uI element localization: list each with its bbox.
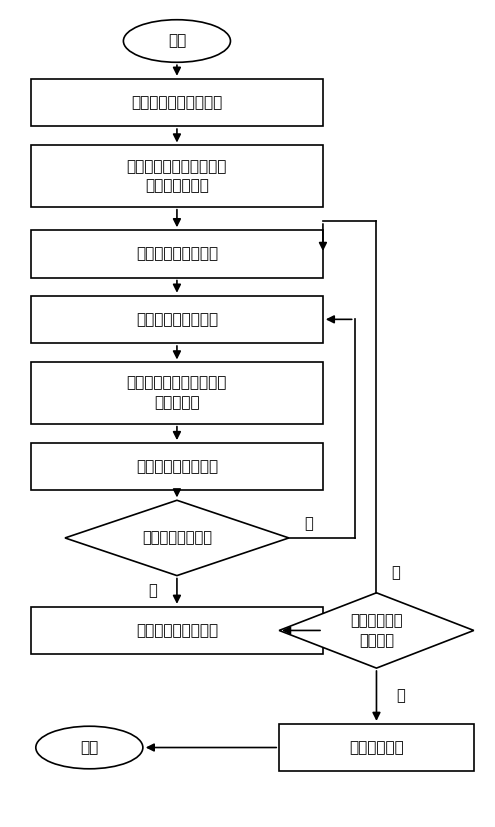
- Text: 输出最优路径: 输出最优路径: [349, 740, 404, 755]
- FancyBboxPatch shape: [31, 295, 323, 343]
- FancyBboxPatch shape: [31, 79, 323, 127]
- Text: 是: 是: [396, 688, 405, 704]
- Text: 本轮迭代是否完成: 本轮迭代是否完成: [142, 530, 212, 546]
- FancyBboxPatch shape: [279, 724, 474, 772]
- Text: 结束: 结束: [80, 740, 99, 755]
- FancyBboxPatch shape: [31, 443, 323, 490]
- Text: 否: 否: [392, 565, 400, 580]
- Text: 计算蚂蚁转移概率并选择
下一跳节点: 计算蚂蚁转移概率并选择 下一跳节点: [127, 375, 227, 410]
- Polygon shape: [279, 593, 474, 668]
- Ellipse shape: [36, 726, 143, 769]
- Text: 是: 是: [148, 584, 157, 599]
- FancyBboxPatch shape: [31, 607, 323, 654]
- FancyBboxPatch shape: [31, 146, 323, 207]
- Text: 设置迭代次数以及蚂蚁数
等基本算法参数: 设置迭代次数以及蚂蚁数 等基本算法参数: [127, 159, 227, 194]
- Polygon shape: [65, 500, 289, 576]
- Ellipse shape: [123, 20, 231, 62]
- Text: 是否到达指定
迭代次数: 是否到达指定 迭代次数: [350, 613, 403, 648]
- FancyBboxPatch shape: [31, 362, 323, 423]
- Text: 否: 否: [304, 516, 313, 531]
- Text: 构建相关蚂蚁禁忌表: 构建相关蚂蚁禁忌表: [136, 312, 218, 327]
- FancyBboxPatch shape: [31, 230, 323, 278]
- Text: 初始化所有蚂蚁位置: 初始化所有蚂蚁位置: [136, 246, 218, 261]
- Text: 开始: 开始: [168, 34, 186, 49]
- Text: 差异化初始链路信息素: 差异化初始链路信息素: [131, 95, 223, 110]
- Text: 更新相关链路信息素: 更新相关链路信息素: [136, 623, 218, 638]
- Text: 修改相关蚂蚁禁忌表: 修改相关蚂蚁禁忌表: [136, 459, 218, 474]
